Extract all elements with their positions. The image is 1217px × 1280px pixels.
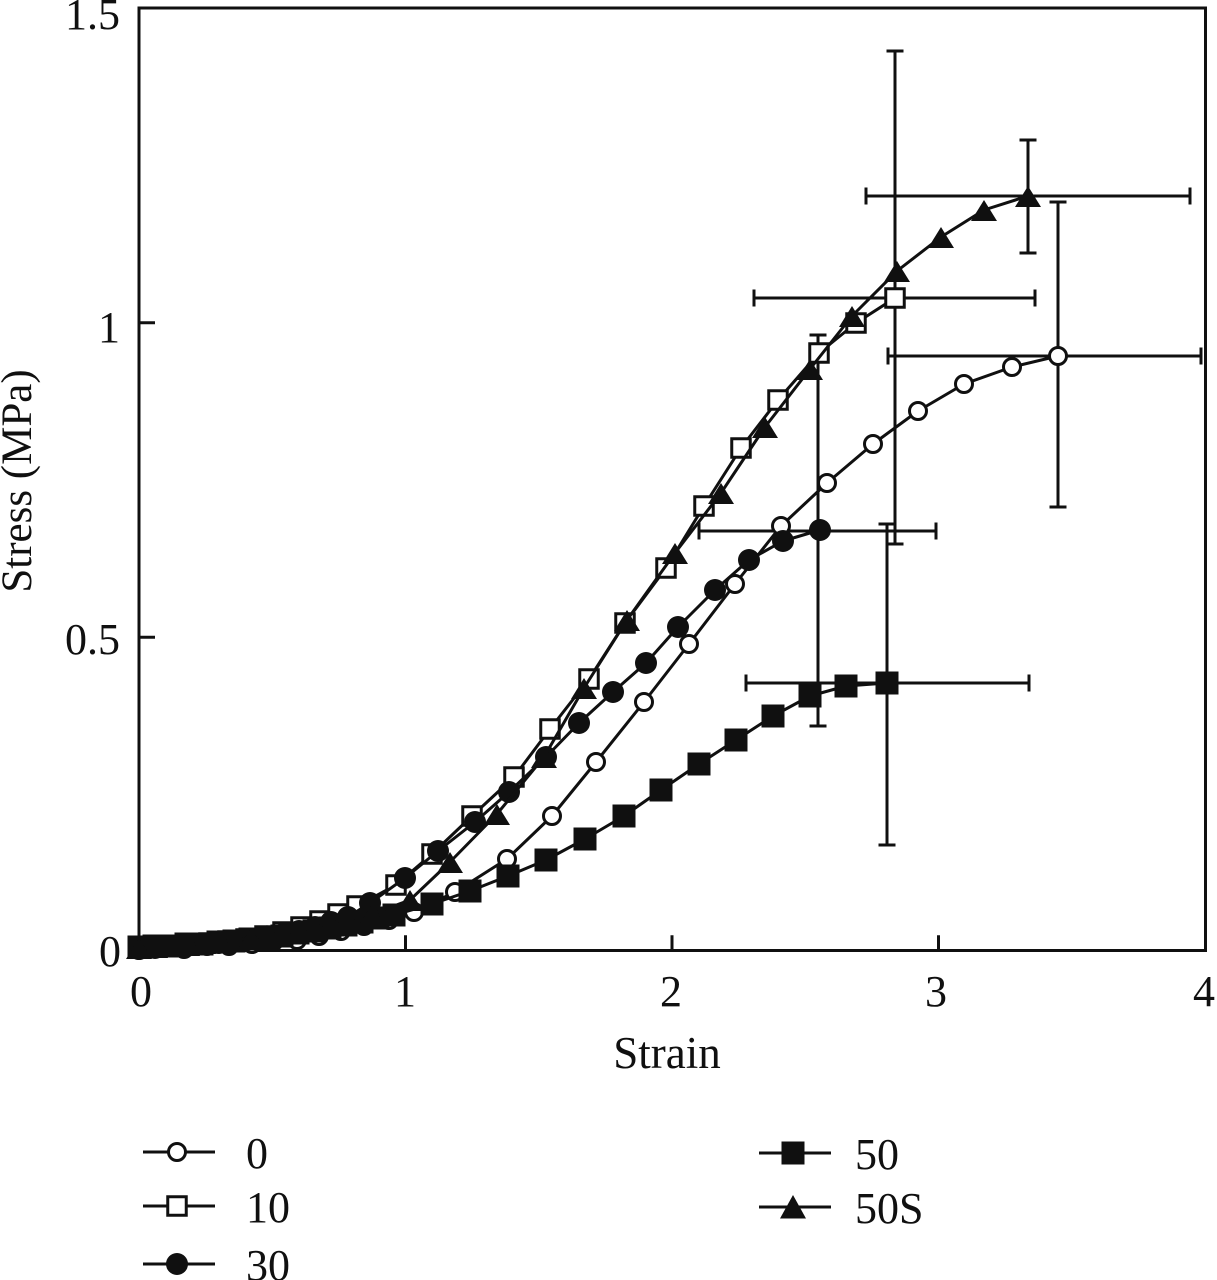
svg-text:0.5: 0.5 — [65, 615, 120, 664]
svg-text:0: 0 — [246, 1129, 268, 1178]
svg-text:50S: 50S — [855, 1184, 923, 1233]
svg-text:0: 0 — [130, 967, 152, 1016]
svg-text:3: 3 — [925, 967, 947, 1016]
svg-text:30: 30 — [246, 1241, 290, 1280]
svg-text:1: 1 — [394, 967, 416, 1016]
svg-text:1: 1 — [98, 303, 120, 352]
svg-text:0: 0 — [99, 927, 121, 976]
svg-text:4: 4 — [1193, 967, 1215, 1016]
svg-text:2: 2 — [660, 967, 682, 1016]
svg-text:Strain: Strain — [613, 1028, 721, 1078]
svg-text:Stress (MPa): Stress (MPa) — [0, 369, 41, 592]
svg-text:10: 10 — [246, 1183, 290, 1232]
svg-text:1.5: 1.5 — [65, 0, 120, 39]
svg-text:50: 50 — [855, 1130, 899, 1179]
